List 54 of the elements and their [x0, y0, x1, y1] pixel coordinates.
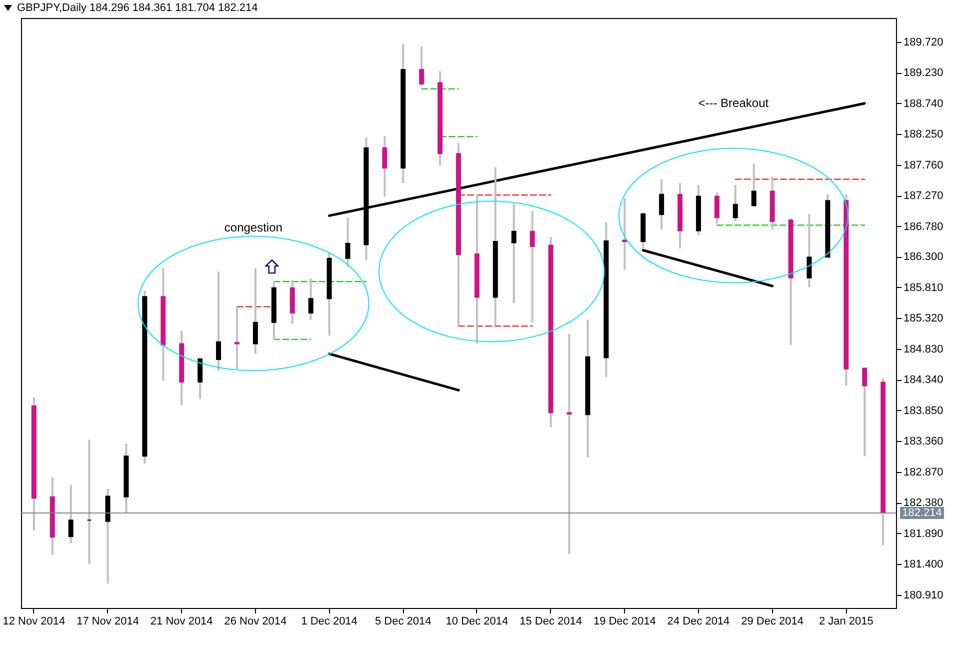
y-tick-label: 183.360 [904, 436, 944, 448]
candlestick [659, 178, 664, 231]
y-tick-label: 183.850 [904, 404, 944, 417]
x-tick-label: 15 Dec 2014 [520, 616, 582, 628]
y-tick-label: 181.400 [904, 558, 944, 571]
y-tick-label: 180.910 [904, 589, 944, 602]
x-tick-label: 12 Nov 2014 [2, 616, 66, 628]
y-tick-label: 189.230 [904, 67, 944, 80]
candlestick [216, 270, 222, 372]
annotation: <--- Breakout [698, 96, 770, 110]
x-tick-label: 10 Dec 2014 [446, 616, 508, 628]
candlestick [68, 484, 74, 544]
candlestick [862, 367, 868, 458]
x-tick-label: 1 Dec 2014 [301, 616, 358, 628]
y-tick-label: 186.780 [904, 220, 944, 233]
candlestick [751, 162, 756, 208]
y-tick-label: 184.830 [904, 343, 944, 356]
ref-line-label: 182.214 [902, 506, 942, 519]
x-tick-label: 2 Jan 2015 [818, 616, 874, 628]
x-tick-label: 5 Dec 2014 [374, 616, 432, 628]
candlestick [806, 212, 812, 288]
x-tick-label: 19 Dec 2014 [593, 616, 656, 628]
y-tick-label: 185.320 [904, 312, 944, 325]
y-tick-label: 184.340 [904, 374, 944, 386]
candlestick [345, 216, 350, 268]
candlestick [419, 45, 424, 88]
candlestick [234, 306, 240, 370]
candlestick [622, 197, 628, 271]
candlestick [308, 277, 314, 321]
x-tick-label: 29 Dec 2014 [741, 616, 804, 628]
y-tick-label: 186.300 [904, 251, 944, 264]
chart-title: GBPJPY,Daily 184.296 184.361 181.704 182.214 [17, 1, 258, 16]
candlestick [198, 358, 203, 400]
candlestick [382, 135, 388, 198]
y-tick-label: 185.810 [904, 282, 944, 294]
candlestick [511, 203, 516, 304]
candlestick [530, 210, 535, 324]
y-tick-label: 187.760 [904, 159, 944, 172]
candlestick [252, 267, 258, 355]
candlestick [732, 184, 738, 222]
y-tick-label: 188.740 [904, 98, 944, 110]
annotation: congestion [224, 220, 282, 234]
x-tick-label: 17 Nov 2014 [76, 616, 139, 628]
x-tick-label: 26 Nov 2014 [224, 616, 287, 628]
candlestick [566, 332, 572, 556]
y-tick-label: 182.380 [904, 497, 944, 510]
y-tick-label: 188.250 [904, 128, 944, 141]
candlestick [714, 191, 720, 225]
x-tick-label: 21 Nov 2014 [150, 616, 213, 628]
y-tick-label: 182.870 [904, 466, 944, 478]
x-tick-label: 24 Dec 2014 [667, 616, 730, 628]
y-tick-label: 181.890 [904, 528, 944, 540]
y-tick-label: 189.720 [904, 36, 944, 48]
y-tick-label: 187.270 [904, 190, 944, 202]
